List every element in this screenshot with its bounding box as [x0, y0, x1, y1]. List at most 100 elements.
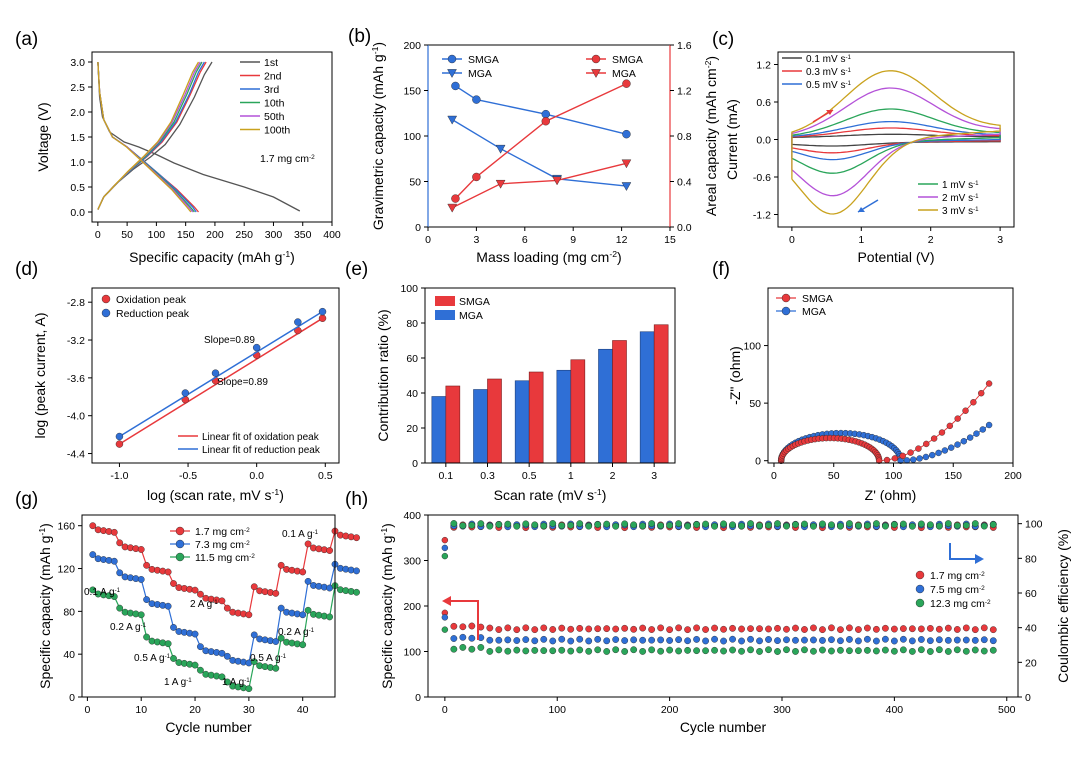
arrow-head-icon [975, 554, 984, 564]
y2-tick-label: 0.8 [677, 131, 692, 143]
data-point [137, 576, 145, 583]
data-point [495, 179, 506, 189]
data-point [531, 647, 539, 654]
legend-label: 0.1 mV s-1 [806, 54, 852, 66]
data-point [873, 625, 880, 633]
data-point [675, 624, 683, 632]
data-point [513, 646, 521, 654]
data-point [567, 647, 575, 655]
data-point [495, 144, 506, 154]
data-point [522, 520, 530, 528]
data-point [486, 647, 494, 655]
data-point [299, 568, 307, 576]
x-tick-label: 0.5 [522, 470, 537, 482]
data-point [110, 557, 118, 565]
data-point [774, 648, 781, 655]
y-tick-label: -3.2 [67, 335, 85, 347]
data-point [585, 522, 593, 530]
discharge-curve [97, 61, 301, 212]
data-point [277, 604, 285, 612]
data-point [954, 415, 961, 422]
x-axis-label: Potential (V) [857, 249, 934, 265]
data-point [837, 646, 844, 654]
legend-marker [915, 598, 925, 608]
data-point [472, 172, 481, 182]
data-point [938, 429, 946, 436]
data-point [116, 604, 124, 612]
x-tick-label: 100 [885, 470, 903, 482]
x-tick-label: 0 [84, 704, 90, 716]
data-point [450, 520, 458, 527]
y-axis-label: Current (mA) [724, 99, 740, 180]
data-point [890, 637, 898, 645]
y-tick-label: 80 [406, 318, 418, 330]
discharge-curve [97, 61, 192, 213]
data-point [486, 522, 494, 530]
data-point [729, 624, 736, 632]
data-point [218, 649, 226, 657]
panel-label: (h) [345, 489, 368, 510]
data-point [947, 444, 955, 451]
legend-label: 100th [264, 125, 290, 137]
x-tick-label: 300 [265, 229, 283, 241]
data-point [318, 314, 327, 322]
data-point [801, 646, 808, 654]
data-point [622, 129, 631, 139]
x-tick-label: 30 [243, 704, 255, 716]
data-point [250, 583, 258, 591]
data-point [910, 456, 917, 463]
data-point [170, 580, 177, 587]
data-point [272, 638, 280, 645]
legend-label: 10th [264, 98, 285, 110]
data-point [935, 636, 943, 644]
data-point [648, 520, 656, 527]
legend-label: 2nd [264, 71, 282, 83]
nyquist-line [780, 383, 990, 462]
data-point [846, 636, 853, 643]
data-point [989, 626, 997, 634]
data-point [729, 635, 736, 643]
x-tick-label: 0.3 [480, 470, 495, 482]
y-tick-label: 0.6 [756, 97, 771, 109]
data-point [326, 613, 334, 621]
x-tick-label: 0 [771, 470, 777, 482]
y-tick-label: 160 [57, 521, 75, 533]
legend-label: MGA [802, 306, 826, 318]
data-point [973, 430, 980, 437]
annotation: Slope=0.89 [217, 377, 268, 388]
panel-h: (h) 1.7 mg cm-2 7.5 mg cm-2 12.3 mg cm-2 0 10… [345, 489, 1071, 735]
data-point [837, 637, 844, 645]
y2-tick-label: 40 [1025, 623, 1037, 635]
data-point [567, 521, 575, 529]
data-point [711, 635, 718, 643]
data-point [585, 637, 593, 645]
data-point [953, 626, 961, 633]
y-tick-label: 0 [412, 458, 418, 470]
data-point [855, 647, 862, 655]
data-point [137, 546, 145, 553]
y-tick-label: 2.5 [70, 82, 85, 94]
data-point [531, 637, 539, 645]
legend-marker [591, 54, 601, 64]
data-point [218, 673, 226, 681]
data-point [495, 636, 503, 644]
y-tick-label: 50 [749, 398, 761, 410]
y-tick-label: -3.6 [67, 373, 85, 385]
x-tick-label: 300 [773, 704, 791, 716]
data-point [890, 625, 898, 633]
y-axis-label: -Z" (ohm) [727, 346, 743, 405]
data-point [630, 625, 638, 633]
data-point [513, 637, 521, 644]
data-point [881, 624, 889, 632]
legend-label: 3rd [264, 84, 279, 96]
data-point [980, 624, 988, 632]
data-point [252, 343, 261, 352]
data-point [304, 577, 312, 585]
data-point [917, 625, 925, 633]
plot-frame [424, 287, 676, 464]
data-point [908, 522, 916, 530]
data-point [946, 422, 954, 430]
data-point [930, 435, 938, 442]
